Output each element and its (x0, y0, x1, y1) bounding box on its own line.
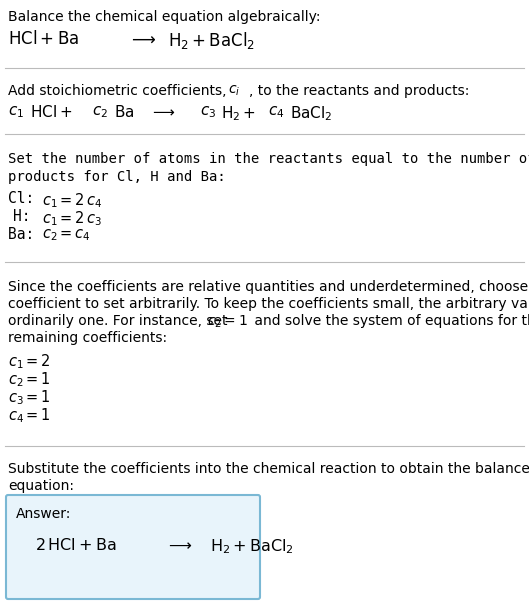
Text: $c_3$: $c_3$ (200, 104, 216, 120)
Text: $\mathsf{H_2 + BaCl_2}$: $\mathsf{H_2 + BaCl_2}$ (168, 30, 255, 51)
Text: and solve the system of equations for the: and solve the system of equations for th… (250, 314, 529, 328)
Text: $c_2$: $c_2$ (92, 104, 108, 120)
Text: $c_2 = 1$: $c_2 = 1$ (8, 370, 51, 388)
Text: $\longrightarrow$: $\longrightarrow$ (128, 30, 156, 48)
Text: Balance the chemical equation algebraically:: Balance the chemical equation algebraica… (8, 10, 321, 24)
Text: $c_3 = 1$: $c_3 = 1$ (8, 388, 51, 407)
Text: $\mathsf{HCl +}$: $\mathsf{HCl +}$ (30, 104, 72, 120)
Text: $c_2 = 1$: $c_2 = 1$ (207, 314, 248, 330)
Text: $\mathsf{Ba}$: $\mathsf{Ba}$ (114, 104, 134, 120)
Text: $\longrightarrow$: $\longrightarrow$ (165, 537, 192, 552)
FancyBboxPatch shape (6, 495, 260, 599)
Text: $\mathsf{2\,HCl + Ba}$: $\mathsf{2\,HCl + Ba}$ (35, 537, 116, 553)
Text: Answer:: Answer: (16, 507, 71, 521)
Text: $c_i$: $c_i$ (228, 84, 240, 98)
Text: remaining coefficients:: remaining coefficients: (8, 331, 167, 345)
Text: $c_1$: $c_1$ (8, 104, 24, 120)
Text: $c_1 = 2\,c_3$: $c_1 = 2\,c_3$ (42, 209, 102, 228)
Text: ordinarily one. For instance, set: ordinarily one. For instance, set (8, 314, 232, 328)
Text: $\mathsf{HCl + Ba}$: $\mathsf{HCl + Ba}$ (8, 30, 79, 48)
Text: $c_4$: $c_4$ (268, 104, 285, 120)
Text: Ba:: Ba: (8, 227, 43, 242)
Text: $\longrightarrow$: $\longrightarrow$ (150, 104, 176, 119)
Text: $\mathsf{BaCl_2}$: $\mathsf{BaCl_2}$ (290, 104, 333, 123)
Text: , to the reactants and products:: , to the reactants and products: (249, 84, 469, 98)
Text: $\mathsf{H_2 +}$: $\mathsf{H_2 +}$ (221, 104, 256, 123)
Text: $\mathsf{H_2 + BaCl_2}$: $\mathsf{H_2 + BaCl_2}$ (210, 537, 294, 555)
Text: $c_4 = 1$: $c_4 = 1$ (8, 406, 51, 425)
Text: equation:: equation: (8, 479, 74, 493)
Text: $c_1 = 2\,c_4$: $c_1 = 2\,c_4$ (42, 191, 103, 209)
Text: products for Cl, H and Ba:: products for Cl, H and Ba: (8, 170, 226, 184)
Text: $c_1 = 2$: $c_1 = 2$ (8, 352, 51, 371)
Text: H:: H: (13, 209, 39, 224)
Text: Substitute the coefficients into the chemical reaction to obtain the balanced: Substitute the coefficients into the che… (8, 462, 529, 476)
Text: Set the number of atoms in the reactants equal to the number of atoms in the: Set the number of atoms in the reactants… (8, 152, 529, 166)
Text: Add stoichiometric coefficients,: Add stoichiometric coefficients, (8, 84, 231, 98)
Text: Since the coefficients are relative quantities and underdetermined, choose a: Since the coefficients are relative quan… (8, 280, 529, 294)
Text: $c_2 = c_4$: $c_2 = c_4$ (42, 227, 91, 243)
Text: Cl:: Cl: (8, 191, 43, 206)
Text: coefficient to set arbitrarily. To keep the coefficients small, the arbitrary va: coefficient to set arbitrarily. To keep … (8, 297, 529, 311)
